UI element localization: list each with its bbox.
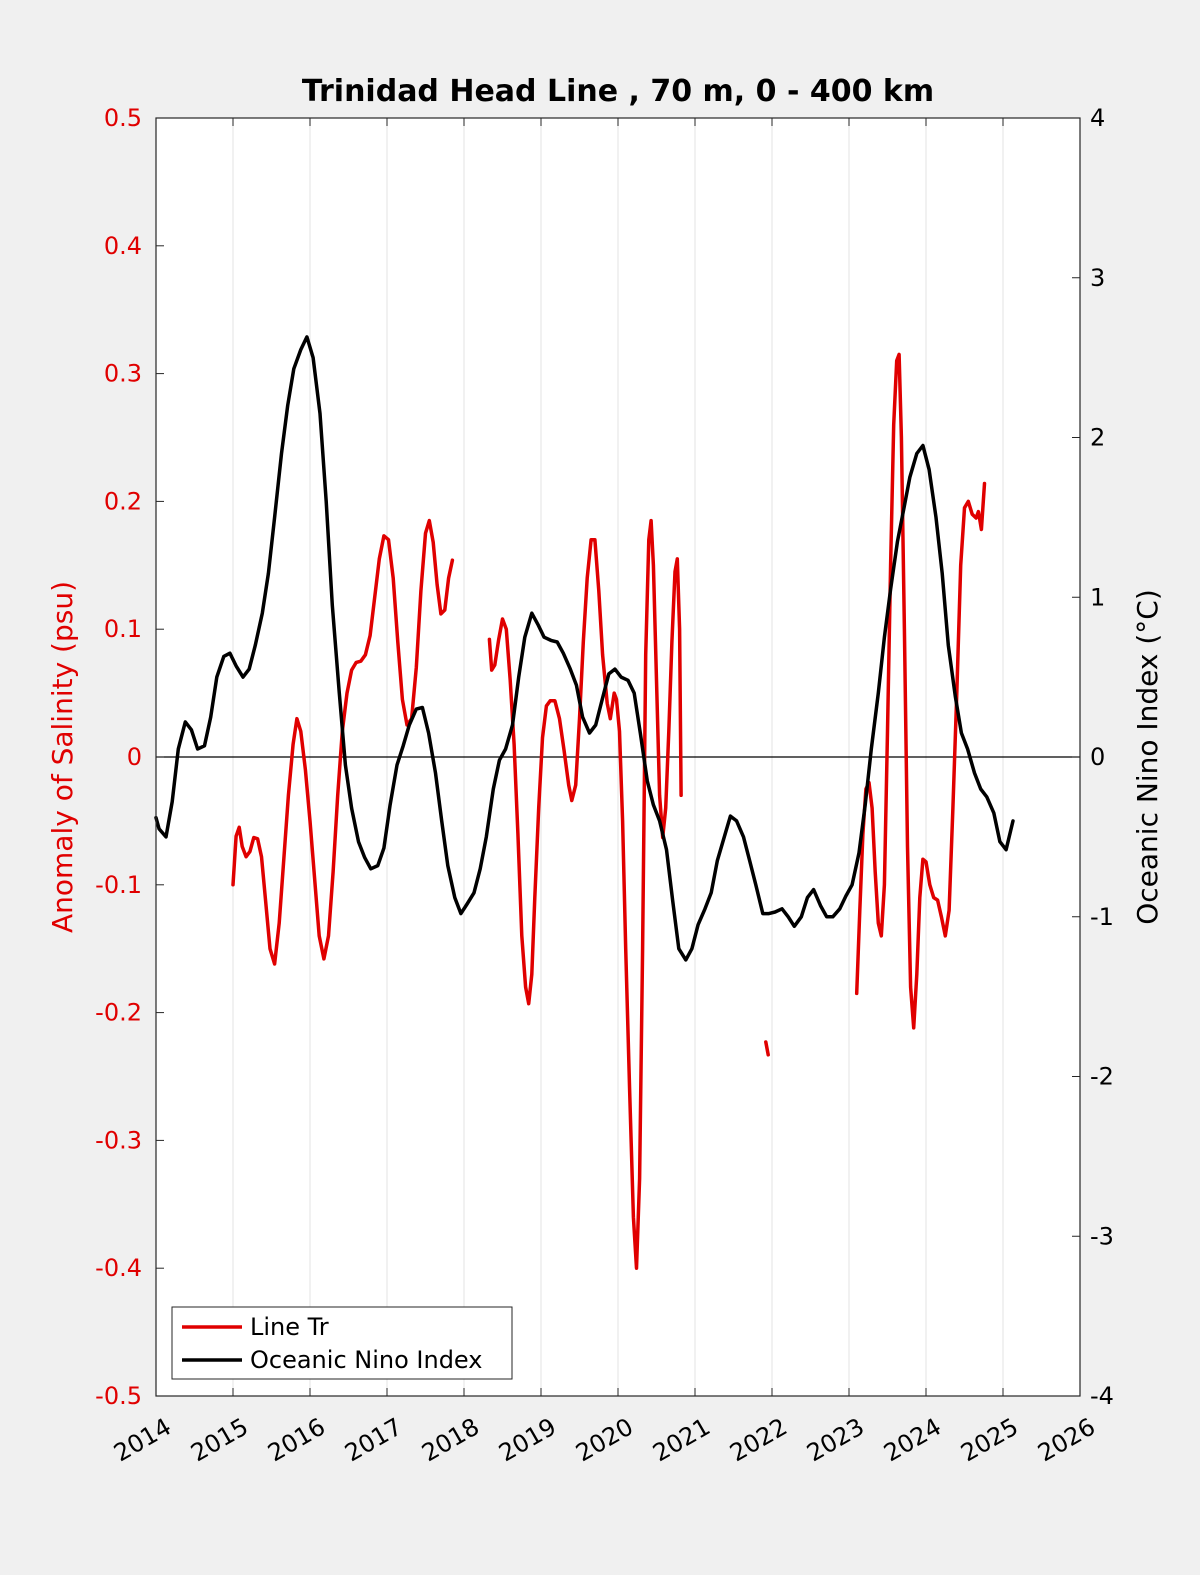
- y-left-tick-label: 0.3: [104, 360, 142, 388]
- y-right-tick-label: 4: [1090, 104, 1105, 132]
- y-right-tick-label: -1: [1090, 903, 1114, 931]
- series-line-tr-segment-2: [764, 1040, 770, 1057]
- chart-title: Trinidad Head Line , 70 m, 0 - 400 km: [302, 74, 934, 109]
- y-left-tick-label: -0.2: [95, 999, 142, 1027]
- y-right-tick-label: 0: [1090, 743, 1105, 771]
- y-left-tick-label: 0.4: [104, 232, 142, 260]
- y-left-tick-label: 0.1: [104, 615, 142, 643]
- legend: Line Tr Oceanic Nino Index: [171, 1306, 513, 1380]
- y-right-tick-label: 2: [1090, 424, 1105, 452]
- axis-ticks: 2014 2015 2016 2017 2018 2019 2020 2021 2022 2023…: [95, 104, 1114, 1467]
- y-left-tick-label: -0.1: [95, 871, 142, 899]
- legend-box: [171, 1306, 513, 1380]
- y-left-tick-label: -0.4: [95, 1254, 142, 1282]
- legend-label-oni: Oceanic Nino Index: [250, 1346, 482, 1374]
- series-line-tr-segment-0: [231, 518, 455, 966]
- y-left-tick-label: 0.2: [104, 487, 142, 515]
- y-right-tick-label: 1: [1090, 583, 1105, 611]
- y-left-tick-label: -0.5: [95, 1382, 142, 1410]
- y-left-tick-label: 0: [127, 743, 142, 771]
- y-right-tick-label: 3: [1090, 264, 1105, 292]
- y-left-tick-label: -0.3: [95, 1126, 142, 1154]
- y-axis-left-label: Anomaly of Salinity (psu): [46, 581, 79, 933]
- legend-label-line-tr: Line Tr: [250, 1313, 329, 1341]
- series-oni-segment-0: [154, 335, 1015, 962]
- y-axis-right-label: Oceanic Nino Index (°C): [1131, 589, 1164, 925]
- y-right-tick-label: -3: [1090, 1222, 1114, 1250]
- series-line-tr-segment-3: [854, 352, 987, 1030]
- y-right-tick-label: -2: [1090, 1063, 1114, 1091]
- y-right-tick-label: -4: [1090, 1382, 1114, 1410]
- series-line-tr-segment-1: [487, 518, 683, 1270]
- y-left-tick-label: 0.5: [104, 104, 142, 132]
- series-layer: [154, 335, 1015, 1270]
